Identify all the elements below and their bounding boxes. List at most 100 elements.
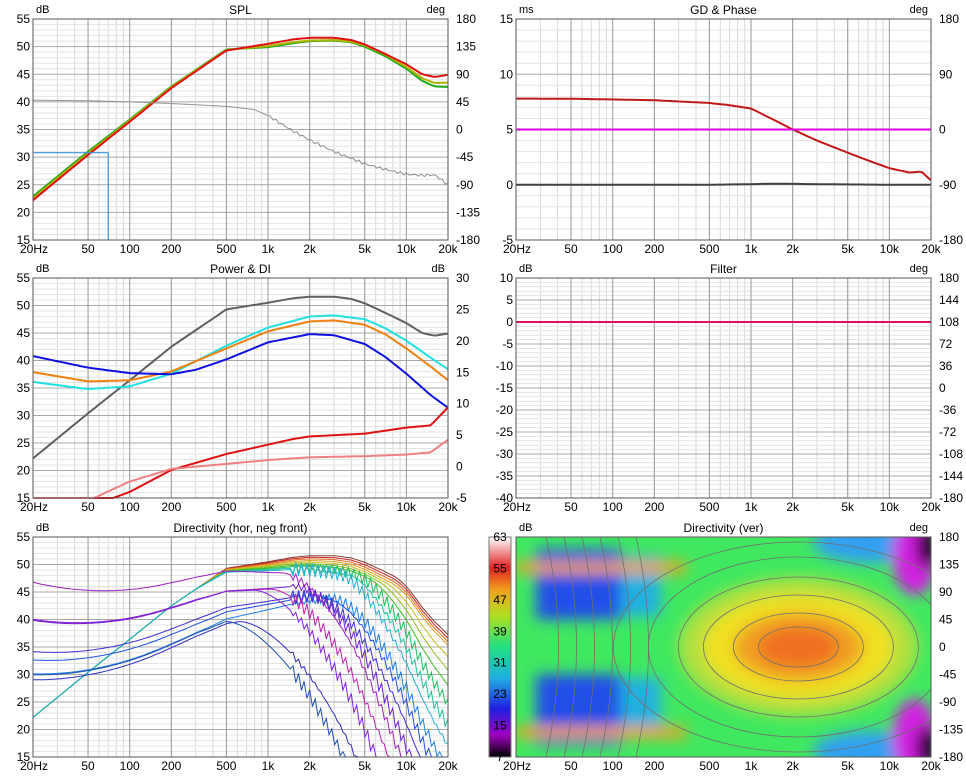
x-tick-label: 5k	[841, 242, 855, 256]
y-tick-label: -5	[502, 233, 513, 247]
y-tick-label: 0	[506, 315, 513, 329]
y2-unit-label: deg	[910, 4, 928, 16]
x-tick-label: 10k	[880, 759, 900, 773]
y-tick-label: 15	[17, 491, 31, 505]
heatmap-lobe-high	[536, 549, 621, 620]
y-tick-label: -20	[496, 403, 514, 417]
y-unit-label: ms	[519, 4, 534, 16]
y-unit-label: dB	[36, 522, 49, 534]
x-tick-label: 200	[644, 759, 664, 773]
y2-tick-label: -90	[456, 178, 474, 192]
series-group	[32, 295, 449, 499]
y-tick-label: -40	[496, 491, 514, 505]
contour-line	[702, 594, 894, 700]
y-tick-label: 35	[17, 640, 31, 654]
y2-tick-label: 30	[456, 271, 470, 285]
panel-title: Filter	[710, 262, 737, 276]
y2-unit-label: deg	[427, 4, 445, 16]
x-tick-label: 2k	[786, 759, 800, 773]
x-tick-label: 200	[161, 242, 181, 256]
x-tick-label: 20k	[921, 500, 941, 514]
x-tick-label: 200	[161, 759, 181, 773]
x-tick-label: 500	[699, 500, 719, 514]
y-tick-label: 180	[939, 530, 959, 544]
y-tick-label: 55	[17, 530, 31, 544]
heatmap-field	[516, 537, 931, 757]
x-tick-label: 100	[603, 759, 623, 773]
panel-title: Power & DI	[210, 262, 271, 276]
x-tick-label: 50	[81, 500, 95, 514]
y2-tick-label: 90	[456, 67, 470, 81]
y-tick-label: 30	[17, 668, 31, 682]
x-tick-label: 100	[120, 242, 140, 256]
y2-tick-label: 0	[456, 460, 463, 474]
y-tick-label: -25	[496, 425, 514, 439]
series-line-1	[516, 97, 932, 182]
y2-tick-label: -45	[456, 150, 474, 164]
y2-tick-label: 0	[939, 123, 946, 137]
x-tick-label: 20Hz	[503, 500, 531, 514]
y2-tick-label: 0	[939, 381, 946, 395]
colorbar-tick-label: 7	[497, 750, 504, 764]
y2-tick-label: -144	[939, 469, 963, 483]
x-tick-label: 100	[603, 500, 623, 514]
x-tick-label: 200	[644, 500, 664, 514]
y-tick-label: -45	[939, 668, 957, 682]
colorbar-tick-label: 31	[493, 656, 507, 670]
colorbar-tick-label: 39	[493, 624, 507, 638]
colorbar-tick-label: 47	[493, 593, 507, 607]
x-tick-label: 50	[81, 242, 95, 256]
y2-tick-label: -108	[939, 447, 963, 461]
y-tick-label: 10	[500, 271, 514, 285]
x-tick-label: 500	[216, 242, 236, 256]
x-tick-label: 5k	[358, 759, 372, 773]
series-line-4	[32, 333, 449, 409]
x-tick-label: 20Hz	[20, 759, 48, 773]
x-tick-label: 500	[216, 500, 236, 514]
y2-unit-label: dB	[432, 263, 445, 275]
y-tick-label: 40	[17, 95, 31, 109]
contour-lines	[545, 537, 931, 757]
y-tick-label: 35	[17, 123, 31, 137]
y-tick-label: 45	[939, 613, 953, 627]
series-line-1	[32, 295, 449, 460]
y-tick-label: 20	[17, 723, 31, 737]
y2-tick-label: 180	[456, 12, 476, 26]
colorbar-tick-label: 55	[493, 561, 507, 575]
y-tick-label: -35	[496, 469, 514, 483]
x-tick-label: 50	[564, 500, 578, 514]
heatmap-hf-dark-top	[916, 537, 931, 569]
heatmap-band-top	[516, 561, 686, 574]
plot-border	[32, 277, 449, 499]
x-tick-label: 20k	[438, 242, 458, 256]
y-unit-label: dB	[519, 263, 532, 275]
series-line-6	[33, 438, 449, 499]
x-tick-label: 2k	[786, 500, 800, 514]
y2-tick-label: -135	[456, 205, 480, 219]
x-tick-label: 100	[120, 500, 140, 514]
contour-line	[581, 537, 595, 757]
panel-title: GD & Phase	[690, 3, 757, 17]
y-tick-label: 135	[939, 558, 959, 572]
x-tick-label: 1k	[262, 759, 276, 773]
y2-tick-label: 0	[456, 123, 463, 137]
y2-tick-label: -36	[939, 403, 957, 417]
y-tick-label: 10	[500, 67, 514, 81]
x-tick-label: 1k	[262, 242, 276, 256]
colorbar	[488, 536, 512, 758]
y2-tick-label: -5	[456, 491, 467, 505]
y-tick-label: -10	[496, 359, 514, 373]
colorbar-unit-label: dB	[519, 522, 532, 534]
y-unit-label: dB	[36, 4, 49, 16]
y2-tick-label: 180	[939, 271, 959, 285]
plot-border	[515, 277, 932, 499]
y2-tick-label: 10	[456, 397, 470, 411]
y-tick-label: 45	[17, 326, 31, 340]
x-tick-label: 10k	[880, 242, 900, 256]
directivity-curve-120deg	[32, 588, 448, 758]
x-tick-label: 10k	[880, 500, 900, 514]
y2-tick-label: 135	[456, 40, 476, 54]
directivity-curve-110deg	[32, 592, 448, 758]
